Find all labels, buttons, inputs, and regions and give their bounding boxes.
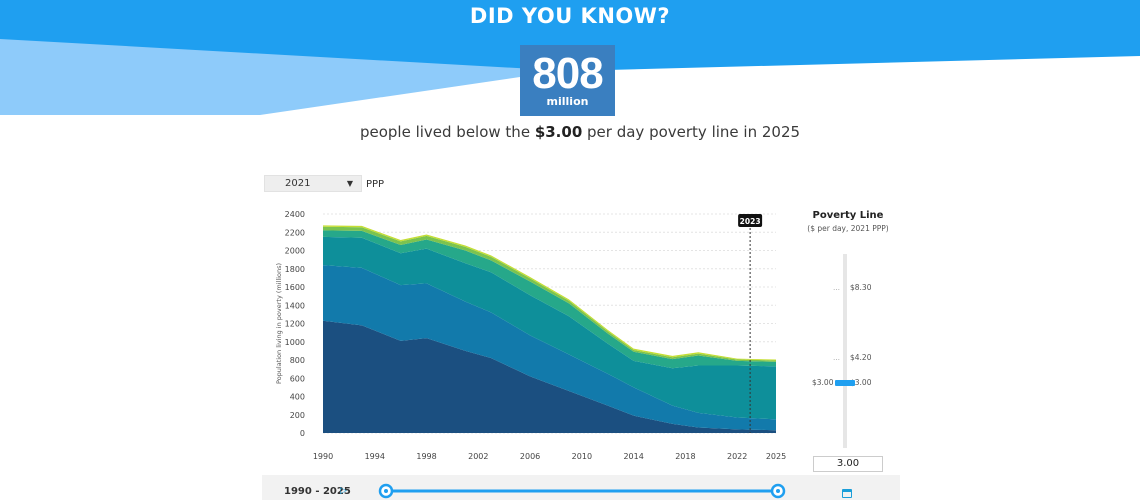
poverty-line-input[interactable]: 3.00 [813,456,883,472]
time-range-bar: 1990 - 2025 ▷ [262,475,900,500]
area-series-4 [323,230,776,369]
poverty-line-ticks: … $8.30 … $4.20 $3.00 $3.00 [812,283,872,387]
marker-badge [738,214,763,227]
calendar-icon[interactable] [842,489,852,498]
year-range-end-handle-dot [776,489,780,493]
y-tick-label: 200 [290,411,305,420]
year-range-slider[interactable] [372,475,812,500]
poverty-line-panel: Poverty Line ($ per day, 2021 PPP) … $8.… [800,198,900,473]
area-series-1 [323,320,776,433]
poverty-line-track [843,254,847,448]
ppp-version-value: 2021 [285,178,311,189]
x-tick-label: 2002 [468,452,488,461]
headline: DID YOU KNOW? [469,4,671,28]
x-tick-label: 2022 [727,452,747,461]
y-tick-label: 600 [290,374,305,383]
x-tick-label: 2018 [675,452,695,461]
ppp-version-select[interactable]: 2021 ▼ [264,175,362,192]
chevron-down-icon: ▼ [346,179,353,188]
x-tick-label: 2014 [623,452,643,461]
poverty-line-handle[interactable] [835,380,855,386]
poverty-tick-830: $8.30 [850,283,872,292]
year-range-start-handle-dot [384,489,388,493]
poverty-tick-420: $4.20 [850,353,872,362]
x-tick-label: 1998 [416,452,436,461]
poverty-tick-420-left: … [833,354,840,362]
poverty-line-subtitle: ($ per day, 2021 PPP) [807,224,889,233]
y-tick-label: 2200 [285,228,305,237]
y-tick-label: 0 [300,429,305,438]
area-series-2 [323,265,776,431]
poverty-area-chart: 0 200 400 600 800 1000 1200 1400 1600 1800 2000 220… [275,210,786,461]
y-tick-label: 400 [290,393,305,402]
x-tick-label: 1990 [313,452,333,461]
y-tick-label: 2400 [285,210,305,219]
stat-unit: million [546,95,589,108]
x-tick-label: 2010 [572,452,592,461]
poverty-sentence: people lived below the $3.00 per day pov… [0,123,1140,141]
x-tick-label: 2006 [520,452,540,461]
marker-label: 2023 [740,217,761,226]
y-axis-label: Population living in poverty (millions) [275,263,283,384]
x-tick-label: 2025 [766,452,786,461]
sentence-after: per day poverty line in 2025 [582,123,801,141]
sentence-before: people lived below the [359,123,535,141]
poverty-tick-300-left: $3.00 [812,378,834,387]
y-tick-label: 2000 [285,247,305,256]
y-tick-label: 1400 [285,301,305,310]
banner-background [0,0,1140,115]
y-tick-label: 800 [290,356,305,365]
stat-number: 808 [532,49,603,98]
sentence-amount: $3.00 [534,123,583,141]
range-label: 1990 - 2025 [284,486,351,497]
ppp-label: PPP [366,179,385,190]
poverty-tick-830-left: … [833,284,840,292]
x-tick-label: 1994 [365,452,385,461]
stat-box: 808 million [520,45,615,116]
y-tick-label: 1800 [285,265,305,274]
y-tick-label: 1000 [285,338,305,347]
area-series-3 [323,236,776,420]
y-tick-label: 1200 [285,320,305,329]
play-icon[interactable]: ▷ [340,486,347,496]
poverty-line-title: Poverty Line [812,210,884,221]
y-tick-label: 1600 [285,283,305,292]
poverty-line-slider[interactable]: … $8.30 … $4.20 $3.00 $3.00 [800,198,900,456]
poverty-tick-300: $3.00 [850,378,872,387]
